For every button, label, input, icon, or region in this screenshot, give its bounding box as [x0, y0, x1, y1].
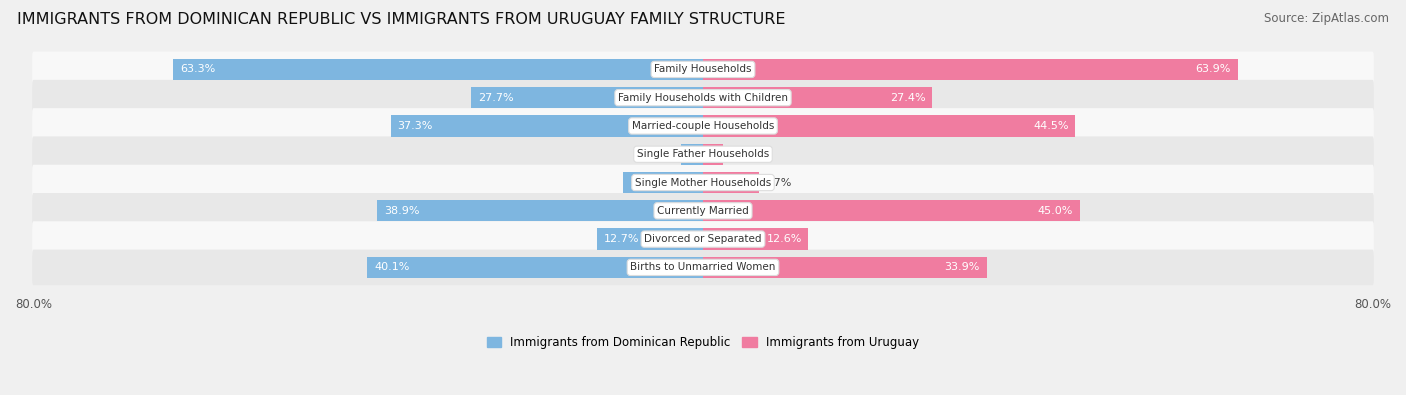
- Text: 2.4%: 2.4%: [727, 149, 756, 159]
- Text: 9.5%: 9.5%: [630, 177, 658, 188]
- Bar: [703, 172, 759, 193]
- Bar: [367, 257, 703, 278]
- Text: Married-couple Households: Married-couple Households: [631, 121, 775, 131]
- Text: IMMIGRANTS FROM DOMINICAN REPUBLIC VS IMMIGRANTS FROM URUGUAY FAMILY STRUCTURE: IMMIGRANTS FROM DOMINICAN REPUBLIC VS IM…: [17, 12, 786, 27]
- Text: 63.9%: 63.9%: [1195, 64, 1232, 74]
- Text: 27.4%: 27.4%: [890, 93, 925, 103]
- Text: 63.3%: 63.3%: [180, 64, 215, 74]
- Text: Single Father Households: Single Father Households: [637, 149, 769, 159]
- Text: Family Households: Family Households: [654, 64, 752, 74]
- Bar: [596, 228, 703, 250]
- FancyBboxPatch shape: [32, 136, 1374, 172]
- Bar: [173, 59, 703, 80]
- Text: 38.9%: 38.9%: [384, 206, 419, 216]
- Bar: [703, 144, 723, 165]
- Text: 12.7%: 12.7%: [603, 234, 638, 244]
- Text: 27.7%: 27.7%: [478, 93, 513, 103]
- Bar: [471, 87, 703, 108]
- Text: Births to Unmarried Women: Births to Unmarried Women: [630, 262, 776, 273]
- Text: Source: ZipAtlas.com: Source: ZipAtlas.com: [1264, 12, 1389, 25]
- Bar: [703, 228, 808, 250]
- Text: 37.3%: 37.3%: [398, 121, 433, 131]
- Text: Single Mother Households: Single Mother Households: [636, 177, 770, 188]
- Text: 6.7%: 6.7%: [763, 177, 792, 188]
- Text: Currently Married: Currently Married: [657, 206, 749, 216]
- Text: 44.5%: 44.5%: [1033, 121, 1069, 131]
- Text: 33.9%: 33.9%: [945, 262, 980, 273]
- FancyBboxPatch shape: [32, 80, 1374, 115]
- Text: Family Households with Children: Family Households with Children: [619, 93, 787, 103]
- Bar: [682, 144, 703, 165]
- Text: Divorced or Separated: Divorced or Separated: [644, 234, 762, 244]
- Bar: [377, 200, 703, 222]
- Text: 45.0%: 45.0%: [1038, 206, 1073, 216]
- Bar: [703, 87, 932, 108]
- FancyBboxPatch shape: [32, 108, 1374, 144]
- Bar: [703, 200, 1080, 222]
- Bar: [703, 59, 1237, 80]
- FancyBboxPatch shape: [32, 165, 1374, 200]
- FancyBboxPatch shape: [32, 52, 1374, 87]
- Text: 2.6%: 2.6%: [648, 149, 678, 159]
- Bar: [703, 115, 1076, 137]
- FancyBboxPatch shape: [32, 193, 1374, 229]
- Legend: Immigrants from Dominican Republic, Immigrants from Uruguay: Immigrants from Dominican Republic, Immi…: [482, 331, 924, 354]
- FancyBboxPatch shape: [32, 250, 1374, 285]
- Bar: [391, 115, 703, 137]
- Text: 40.1%: 40.1%: [374, 262, 409, 273]
- Bar: [623, 172, 703, 193]
- FancyBboxPatch shape: [32, 221, 1374, 257]
- Bar: [703, 257, 987, 278]
- Text: 12.6%: 12.6%: [766, 234, 801, 244]
